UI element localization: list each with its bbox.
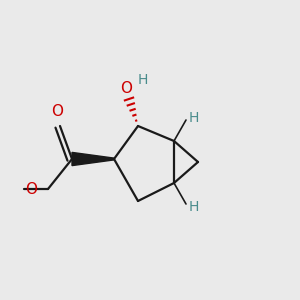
Text: H: H xyxy=(138,73,148,87)
Text: O: O xyxy=(51,103,63,118)
Text: H: H xyxy=(189,200,200,214)
Text: O: O xyxy=(120,81,132,96)
Polygon shape xyxy=(72,152,114,166)
Text: H: H xyxy=(189,112,200,125)
Text: O: O xyxy=(26,182,38,196)
